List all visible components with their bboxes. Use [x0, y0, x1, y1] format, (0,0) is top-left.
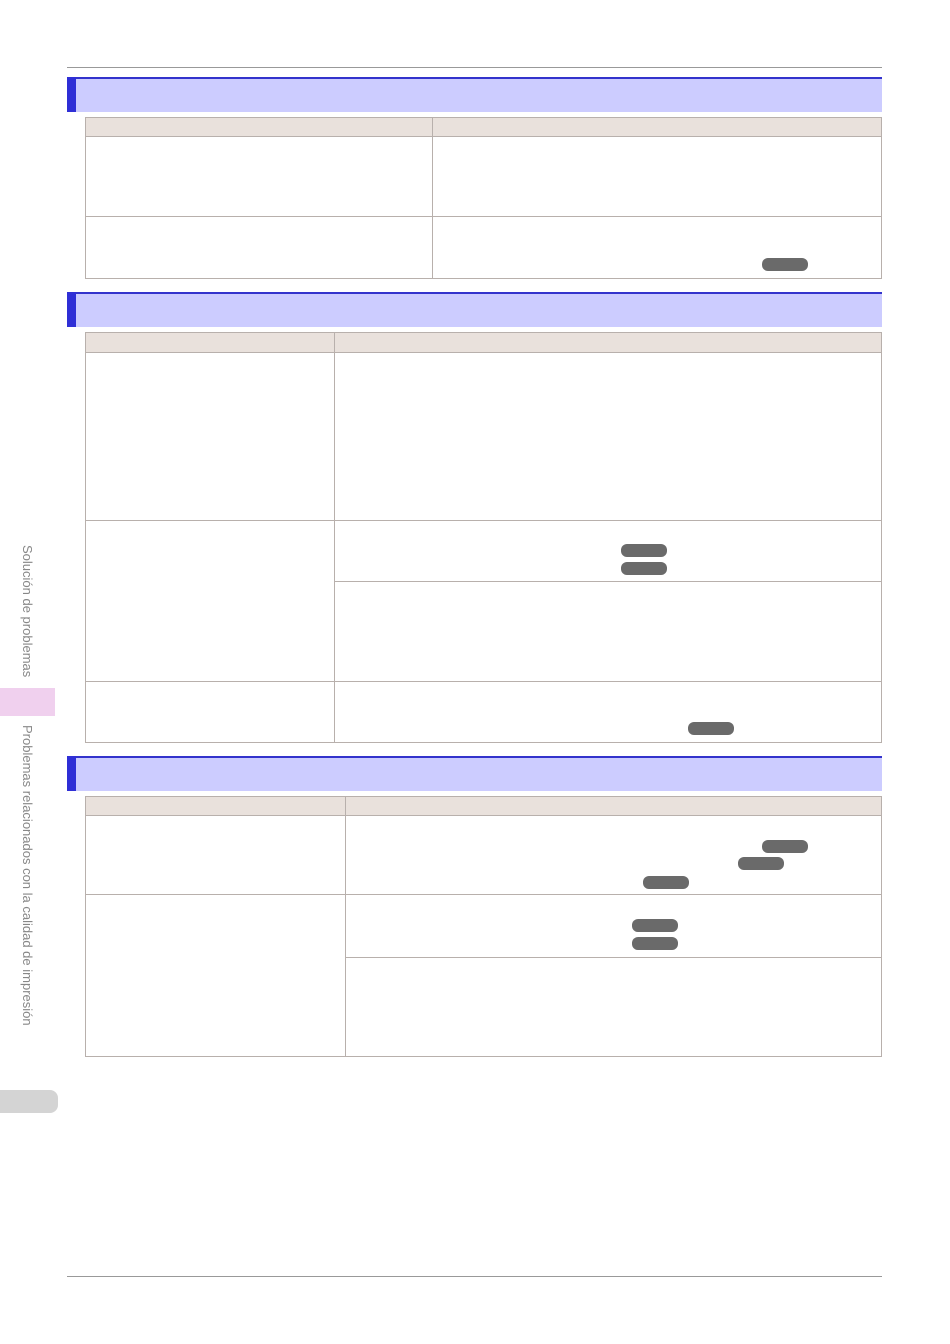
section-accent: [67, 756, 76, 791]
table-header: [432, 117, 882, 137]
section-accent: [67, 77, 76, 112]
table-header: [334, 332, 882, 353]
table-header: [85, 796, 346, 816]
table-cell: [334, 581, 882, 682]
table-header: [85, 332, 335, 353]
table-header: [345, 796, 882, 816]
section-2: [67, 292, 882, 743]
table-cell: [432, 136, 882, 217]
table-cell: [345, 894, 882, 958]
table-cell: [432, 216, 882, 279]
table-cell: [85, 136, 433, 217]
section-bar-top: [67, 77, 882, 79]
page-tab: [0, 1090, 58, 1113]
section-bar: [67, 756, 882, 791]
section-bar-top: [67, 292, 882, 294]
table-cell: [334, 681, 882, 743]
table-cell: [85, 216, 433, 279]
section-accent: [67, 292, 76, 327]
link-button[interactable]: [632, 937, 678, 950]
link-button[interactable]: [762, 258, 808, 271]
table-cell: [334, 520, 882, 582]
table-cell: [85, 681, 335, 743]
section-3: [67, 756, 882, 1057]
table-cell: [85, 894, 346, 1057]
section-bar: [67, 77, 882, 112]
link-button[interactable]: [738, 857, 784, 870]
table-cell: [85, 520, 335, 682]
link-button[interactable]: [621, 544, 667, 557]
table-cell: [85, 352, 335, 521]
table-cell: [85, 815, 346, 895]
table-cell: [345, 957, 882, 1057]
section-1: [67, 77, 882, 279]
link-button[interactable]: [643, 876, 689, 889]
table-cell: [334, 352, 882, 521]
link-button[interactable]: [688, 722, 734, 735]
sidebar-tab: [0, 688, 55, 716]
link-button[interactable]: [621, 562, 667, 575]
table-cell: [345, 815, 882, 895]
section-bar: [67, 292, 882, 327]
link-button[interactable]: [632, 919, 678, 932]
sidebar-chapter: Solución de problemas: [20, 545, 35, 678]
section-bar-top: [67, 756, 882, 758]
sidebar-section: Problemas relacionados con la calidad de…: [20, 725, 35, 1026]
table-header: [85, 117, 433, 137]
link-button[interactable]: [762, 840, 808, 853]
